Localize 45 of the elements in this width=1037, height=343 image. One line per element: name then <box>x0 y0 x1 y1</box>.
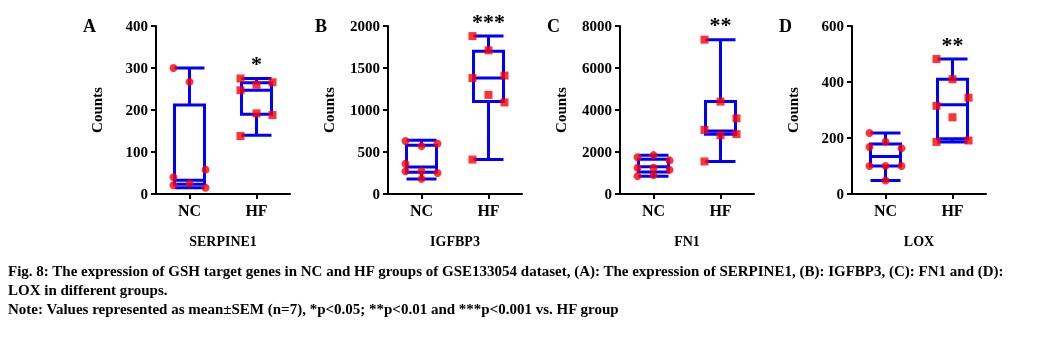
x-tick-label: NC <box>177 201 202 219</box>
y-tick-label: 1000 <box>350 102 380 118</box>
y-axis-title: Counts <box>552 86 569 133</box>
y-tick-label: 400 <box>125 18 148 34</box>
y-axis-title: Counts <box>784 86 801 133</box>
annotation: *** <box>472 8 505 34</box>
chart-title: C <box>547 16 560 36</box>
x-tick-label: HF <box>245 201 268 219</box>
y-tick-label: 4000 <box>582 102 612 118</box>
y-tick-label: 8000 <box>582 18 612 34</box>
y-tick-label: 100 <box>125 144 148 160</box>
x-tick-label: NC <box>873 201 898 219</box>
y-tick-label: 2000 <box>350 18 380 34</box>
x-tick-label: HF <box>941 201 964 219</box>
x-axis-title: SERPINE1 <box>189 233 257 249</box>
y-tick-label: 200 <box>821 130 844 146</box>
y-tick-label: 1500 <box>350 60 380 76</box>
x-axis-title: LOX <box>903 233 935 249</box>
chart-title: A <box>83 16 96 36</box>
y-tick-label: 0 <box>604 186 612 202</box>
y-axis-title: Counts <box>320 86 337 133</box>
chart-title: D <box>779 16 792 36</box>
caption: Fig. 8: The expression of GSH target genes in NC and HF groups of GSE133054 dataset, (A): The expression of SERPINE1, (B): IGFBP3, (C): FN1 and (D): LOX in different groups. <box>8 262 1005 300</box>
x-tick-label: HF <box>477 201 500 219</box>
y-tick-label: 2000 <box>582 144 612 160</box>
chart-title: B <box>315 16 328 36</box>
y-tick-label: 600 <box>821 18 844 34</box>
x-tick-label: HF <box>709 201 732 219</box>
y-tick-label: 0 <box>140 186 148 202</box>
text: Note: Values represented as mean±SEM (n=7), *p<0.05; **p<0.01 and ***p<0.001 vs. HF group <box>8 300 620 319</box>
y-tick-label: 300 <box>125 60 148 76</box>
annotation: ** <box>941 31 964 57</box>
y-tick-label: 0 <box>836 186 844 202</box>
x-axis-title: IGFBP3 <box>430 233 480 249</box>
y-tick-label: 400 <box>821 74 844 90</box>
x-tick-label: NC <box>409 201 434 219</box>
y-axis-title: Counts <box>88 86 105 133</box>
y-tick-label: 0 <box>372 186 380 202</box>
y-tick-label: 500 <box>357 144 380 160</box>
annotation: ** <box>709 12 732 38</box>
x-tick-label: NC <box>641 201 666 219</box>
y-tick-label: 6000 <box>582 60 612 76</box>
x-axis-title: FN1 <box>674 233 700 249</box>
annotation: * <box>251 51 262 76</box>
y-tick-label: 200 <box>125 102 148 118</box>
